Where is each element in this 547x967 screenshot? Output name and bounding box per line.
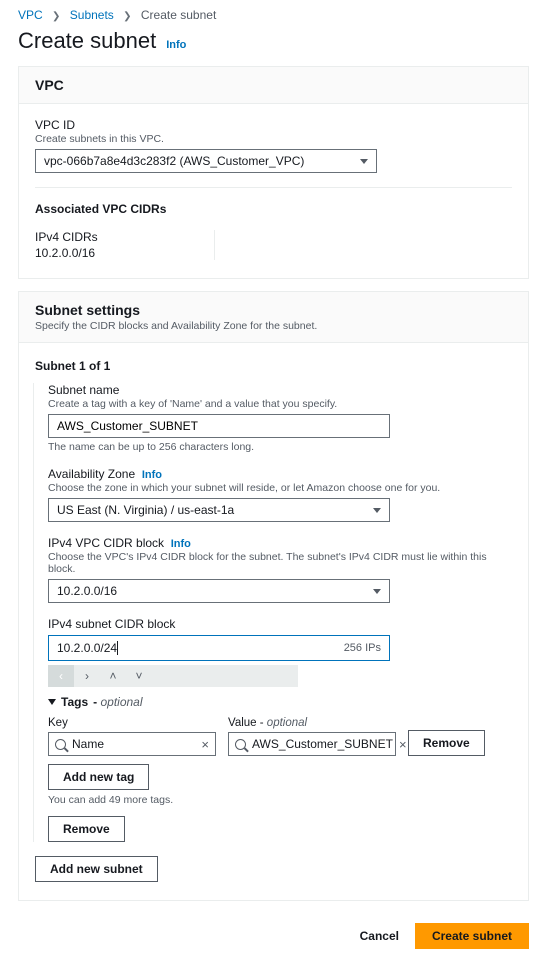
- create-subnet-button[interactable]: Create subnet: [415, 923, 529, 949]
- vpc-cidr-info-link[interactable]: Info: [171, 538, 191, 550]
- az-info-link[interactable]: Info: [142, 469, 162, 481]
- chevron-down-icon: [360, 159, 368, 164]
- chevron-down-icon: ˅: [135, 669, 142, 683]
- ipv4-cidrs-value: 10.2.0.0/16: [35, 246, 204, 260]
- tag-key-label: Key: [48, 717, 216, 729]
- vpc-id-select-value: vpc-066b7a8e4d3c283f2 (AWS_Customer_VPC): [44, 154, 304, 168]
- chevron-right-icon: ›: [85, 669, 89, 683]
- chevron-right-icon: ❯: [52, 11, 60, 22]
- vpc-panel: VPC VPC ID Create subnets in this VPC. v…: [18, 66, 529, 279]
- cidr-step-bar: ‹ › ˄ ˅: [48, 665, 298, 687]
- az-select[interactable]: US East (N. Virginia) / us-east-1a: [48, 498, 390, 522]
- subnet-cidr-block-label: IPv4 subnet CIDR block: [48, 617, 512, 631]
- subnet-name-constraint: The name can be up to 256 characters lon…: [48, 441, 512, 453]
- search-icon: [55, 739, 66, 750]
- vpc-cidr-block-select[interactable]: 10.2.0.0/16: [48, 579, 390, 603]
- cidr-prev-button[interactable]: ‹: [48, 665, 74, 687]
- az-select-value: US East (N. Virginia) / us-east-1a: [57, 503, 234, 517]
- tags-expander[interactable]: Tags - optional: [48, 695, 512, 709]
- vpc-panel-title: VPC: [35, 77, 512, 93]
- breadcrumb-subnets[interactable]: Subnets: [70, 8, 114, 22]
- tag-value-value: AWS_Customer_SUBNET: [252, 737, 393, 751]
- subnet-cidr-input[interactable]: 10.2.0.0/24 256 IPs: [48, 635, 390, 661]
- vpc-id-hint: Create subnets in this VPC.: [35, 133, 512, 145]
- vpc-cidr-block-hint: Choose the VPC's IPv4 CIDR block for the…: [48, 551, 512, 575]
- az-label: Availability Zone Info: [48, 467, 512, 481]
- vpc-cidr-block-value: 10.2.0.0/16: [57, 584, 117, 598]
- footer-actions: Cancel Create subnet: [0, 913, 547, 967]
- subnet-name-hint: Create a tag with a key of 'Name' and a …: [48, 398, 512, 410]
- tag-key-input[interactable]: Name ×: [48, 732, 216, 756]
- subnet-count-label: Subnet 1 of 1: [35, 359, 512, 373]
- tag-value-input[interactable]: AWS_Customer_SUBNET ×: [228, 732, 396, 756]
- chevron-down-icon: [373, 508, 381, 513]
- remove-tag-button[interactable]: Remove: [408, 730, 485, 756]
- subnet-cidr-value: 10.2.0.0/24: [57, 641, 117, 655]
- chevron-left-icon: ‹: [59, 669, 63, 683]
- subnet-cidr-ip-count: 256 IPs: [344, 642, 381, 654]
- breadcrumb-current: Create subnet: [141, 8, 216, 22]
- az-hint: Choose the zone in which your subnet wil…: [48, 482, 512, 494]
- search-icon: [235, 739, 246, 750]
- subnet-name-input[interactable]: [48, 414, 390, 438]
- tag-value-label: Value - optional: [228, 717, 396, 729]
- breadcrumb-vpc[interactable]: VPC: [18, 8, 43, 22]
- tag-row: Key Name × Value - optional AWS_Customer…: [48, 717, 512, 756]
- subnet-name-label: Subnet name: [48, 383, 512, 397]
- chevron-right-icon: ❯: [123, 11, 131, 22]
- tag-limit-hint: You can add 49 more tags.: [48, 794, 512, 806]
- cancel-button[interactable]: Cancel: [354, 923, 405, 949]
- cidr-next-button[interactable]: ›: [74, 665, 100, 687]
- subnet-settings-subtitle: Specify the CIDR blocks and Availability…: [35, 320, 512, 332]
- ipv4-cidrs-label: IPv4 CIDRs: [35, 230, 204, 244]
- page-title: Create subnet: [18, 28, 156, 54]
- triangle-down-icon: [48, 699, 56, 705]
- breadcrumb: VPC ❯ Subnets ❯ Create subnet: [0, 0, 547, 26]
- clear-icon[interactable]: ×: [399, 737, 407, 752]
- associated-cidrs-title: Associated VPC CIDRs: [35, 202, 512, 216]
- vpc-id-label: VPC ID: [35, 118, 512, 132]
- add-new-tag-button[interactable]: Add new tag: [48, 764, 149, 790]
- chevron-up-icon: ˄: [109, 669, 116, 683]
- chevron-down-icon: [373, 589, 381, 594]
- info-link[interactable]: Info: [166, 39, 186, 51]
- subnet-settings-panel: Subnet settings Specify the CIDR blocks …: [18, 291, 529, 901]
- tag-key-value: Name: [72, 737, 104, 751]
- subnet-settings-title: Subnet settings: [35, 302, 512, 318]
- cidr-shrink-button[interactable]: ˅: [126, 665, 152, 687]
- vpc-cidr-block-label: IPv4 VPC CIDR block Info: [48, 536, 512, 550]
- cidr-expand-button[interactable]: ˄: [100, 665, 126, 687]
- remove-subnet-button[interactable]: Remove: [48, 816, 125, 842]
- clear-icon[interactable]: ×: [201, 737, 209, 752]
- vpc-id-select[interactable]: vpc-066b7a8e4d3c283f2 (AWS_Customer_VPC): [35, 149, 377, 173]
- add-new-subnet-button[interactable]: Add new subnet: [35, 856, 158, 882]
